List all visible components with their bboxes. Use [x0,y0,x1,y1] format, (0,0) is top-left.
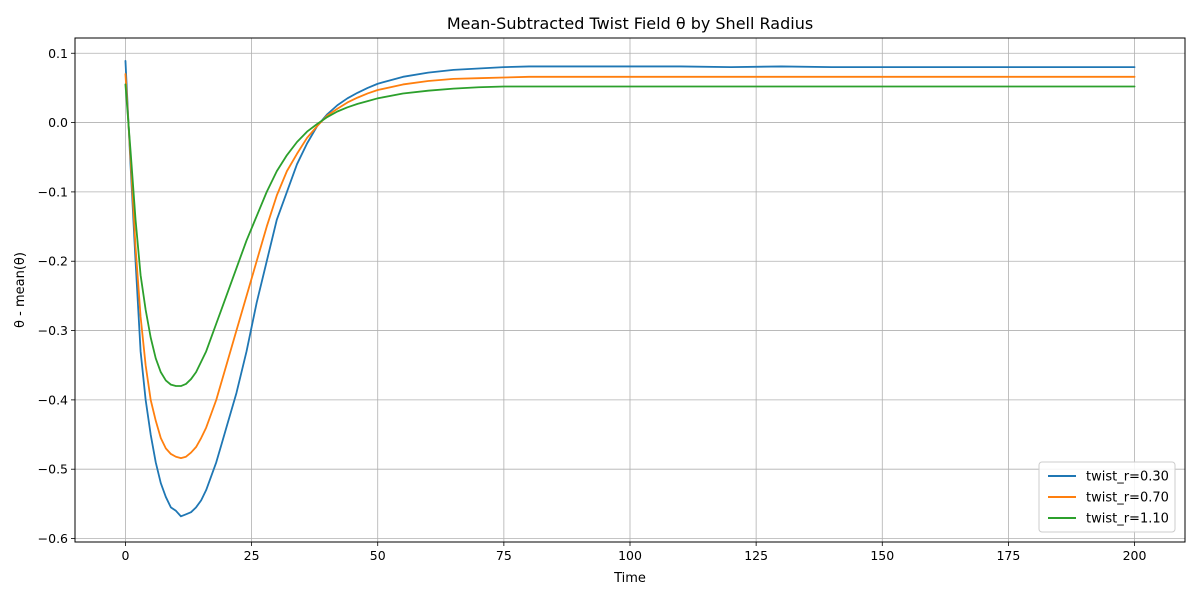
axis-ticks: 0 25 50 75 100 125 150 175 200 −0.6 −0.5 −0.4 −0.3 −0… [38,46,1147,563]
y-tick-label: −0.1 [38,184,68,199]
x-tick-label: 175 [996,548,1020,563]
y-tick-label: −0.5 [38,462,68,477]
x-tick-label: 0 [121,548,129,563]
legend-label-0: twist_r=0.30 [1086,470,1169,485]
x-tick-label: 125 [744,548,768,563]
grid [75,38,1185,542]
x-axis-title: Time [613,571,646,586]
series-line-1 [124,73,1136,460]
x-tick-label: 25 [244,548,260,563]
legend: twist_r=0.30 twist_r=0.70 twist_r=1.10 [1038,461,1176,533]
y-tick-label: 0.0 [48,115,68,130]
series-line-0 [124,59,1136,518]
legend-label-2: twist_r=1.10 [1086,512,1169,527]
y-tick-label: −0.6 [38,531,68,546]
x-tick-label: 50 [370,548,386,563]
legend-label-1: twist_r=0.70 [1086,491,1169,506]
x-tick-label: 200 [1123,548,1147,563]
y-tick-label: 0.1 [48,46,68,61]
chart-title: Mean-Subtracted Twist Field θ by Shell R… [447,14,813,33]
series-line-2 [124,83,1136,387]
x-tick-label: 100 [618,548,642,563]
y-axis-title: θ - mean(θ) [13,252,28,328]
y-tick-label: −0.2 [38,254,68,269]
series-lines [124,59,1136,518]
y-tick-label: −0.3 [38,323,68,338]
y-tick-label: −0.4 [38,392,68,407]
x-tick-label: 150 [870,548,894,563]
legend-box [1038,461,1176,533]
x-tick-label: 75 [496,548,512,563]
